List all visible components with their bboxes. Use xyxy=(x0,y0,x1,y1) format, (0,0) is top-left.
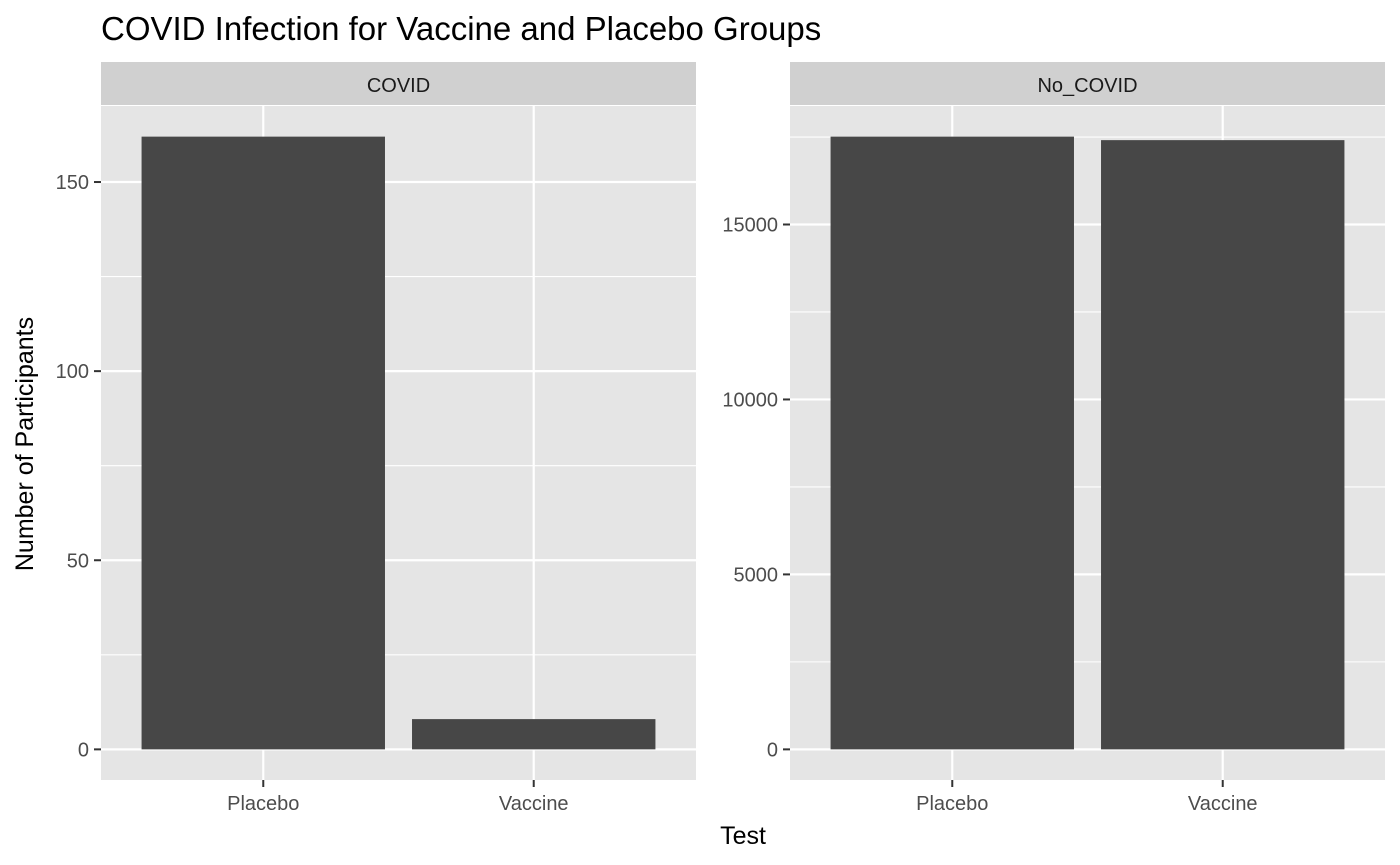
facet-strip-label: COVID xyxy=(367,75,430,97)
chart-title: COVID Infection for Vaccine and Placebo … xyxy=(101,10,821,47)
x-axis-title: Test xyxy=(720,822,766,850)
x-tick-label: Vaccine xyxy=(1188,793,1258,815)
facet-strip xyxy=(790,62,1385,105)
facet-panels: COVID 0 50 100 150 Placebo Vaccine No_COVID 0 500… xyxy=(56,62,1385,815)
bar-no-covid-vaccine xyxy=(1101,140,1345,750)
facet-strip-label: No_COVID xyxy=(1037,75,1137,97)
y-axis-title: Number of Participants xyxy=(11,317,39,571)
facet-panel-0: COVID 0 50 100 150 Placebo Vaccine xyxy=(56,62,696,815)
facet-strip xyxy=(101,62,696,105)
x-tick-label: Vaccine xyxy=(499,793,569,815)
y-tick-label: 0 xyxy=(78,739,89,761)
x-tick-label: Placebo xyxy=(916,793,988,815)
y-tick-label: 100 xyxy=(56,361,89,383)
y-tick-label: 150 xyxy=(56,172,89,194)
y-tick-label: 15000 xyxy=(722,214,778,236)
y-tick-label: 0 xyxy=(767,739,778,761)
y-tick-label: 50 xyxy=(67,550,89,572)
facet-panel-1: No_COVID 0 5000 10000 15000 Placebo Vaccine xyxy=(722,62,1385,815)
y-tick-label: 10000 xyxy=(722,389,778,411)
x-tick-label: Placebo xyxy=(227,793,299,815)
bar-covid-placebo xyxy=(141,136,385,750)
bar-no-covid-placebo xyxy=(830,136,1074,750)
y-tick-label: 5000 xyxy=(734,564,779,586)
bar-covid-vaccine xyxy=(412,719,656,750)
